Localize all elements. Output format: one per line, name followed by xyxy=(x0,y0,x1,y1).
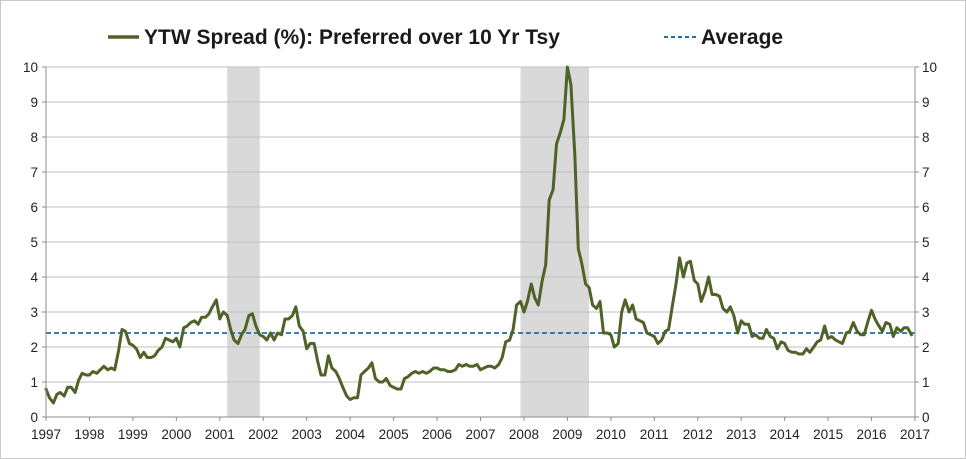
x-tick-label-2012: 2012 xyxy=(683,427,713,442)
x-tick-label-2001: 2001 xyxy=(205,427,235,442)
y-axis-right-ticks: 0 1 2 3 4 5 6 7 8 9 10 xyxy=(915,60,937,425)
x-tick-label-2017: 2017 xyxy=(900,427,930,442)
x-tick-label-2005: 2005 xyxy=(379,427,409,442)
x-tick-label-2010: 2010 xyxy=(596,427,626,442)
y-tick-label-right-1: 1 xyxy=(922,375,930,390)
y-tick-label-left-3: 3 xyxy=(30,305,38,320)
y-tick-label-right-7: 7 xyxy=(922,165,930,180)
x-tick-label-2009: 2009 xyxy=(552,427,582,442)
x-tick-label-2016: 2016 xyxy=(857,427,887,442)
x-axis-ticks: 1997 1998 1999 2000 2001 2002 2003 2004 2005 2006… xyxy=(31,417,930,442)
y-tick-label-left-10: 10 xyxy=(23,60,38,75)
y-tick-label-left-1: 1 xyxy=(30,375,38,390)
x-tick-label-2011: 2011 xyxy=(640,427,669,442)
y-tick-label-right-9: 9 xyxy=(922,95,930,110)
y-tick-label-left-4: 4 xyxy=(30,270,38,285)
x-tick-label-2006: 2006 xyxy=(422,427,452,442)
series-lines xyxy=(44,65,913,405)
legend: YTW Spread (%): Preferred over 10 Yr Tsy… xyxy=(108,26,783,49)
x-tick-label-2002: 2002 xyxy=(248,427,278,442)
x-tick-label-2004: 2004 xyxy=(335,427,366,442)
x-tick-label-2008: 2008 xyxy=(509,427,539,442)
x-tick-label-1999: 1999 xyxy=(118,427,148,442)
y-tick-label-right-8: 8 xyxy=(922,130,930,145)
y-tick-label-left-8: 8 xyxy=(30,130,38,145)
y-tick-label-right-6: 6 xyxy=(922,200,930,215)
y-tick-label-right-4: 4 xyxy=(922,270,930,285)
gridlines xyxy=(46,66,915,383)
x-tick-label-2013: 2013 xyxy=(726,427,756,442)
y-tick-label-left-2: 2 xyxy=(30,340,38,355)
y-tick-label-left-0: 0 xyxy=(30,410,38,425)
legend-label-spread: YTW Spread (%): Preferred over 10 Yr Tsy xyxy=(144,26,560,49)
y-tick-label-right-0: 0 xyxy=(922,410,930,425)
x-tick-label-2007: 2007 xyxy=(465,427,495,442)
y-tick-label-right-3: 3 xyxy=(922,305,930,320)
legend-label-average: Average xyxy=(701,26,783,49)
y-tick-label-left-7: 7 xyxy=(30,165,38,180)
y-axis-left-ticks: 0 1 2 3 4 5 6 7 8 9 10 xyxy=(23,60,46,425)
x-tick-label-2000: 2000 xyxy=(161,427,191,442)
y-tick-label-left-6: 6 xyxy=(30,200,38,215)
y-tick-label-left-5: 5 xyxy=(30,235,38,250)
x-tick-label-2003: 2003 xyxy=(292,427,322,442)
x-tick-label-1997: 1997 xyxy=(31,427,61,442)
y-tick-label-right-10: 10 xyxy=(922,60,937,75)
y-tick-label-right-2: 2 xyxy=(922,340,930,355)
x-tick-label-2014: 2014 xyxy=(770,427,801,442)
x-tick-label-2015: 2015 xyxy=(813,427,843,442)
y-tick-label-right-5: 5 xyxy=(922,235,930,250)
series-line-spread xyxy=(44,65,913,405)
y-tick-label-left-9: 9 xyxy=(30,95,38,110)
x-tick-label-1998: 1998 xyxy=(74,427,104,442)
